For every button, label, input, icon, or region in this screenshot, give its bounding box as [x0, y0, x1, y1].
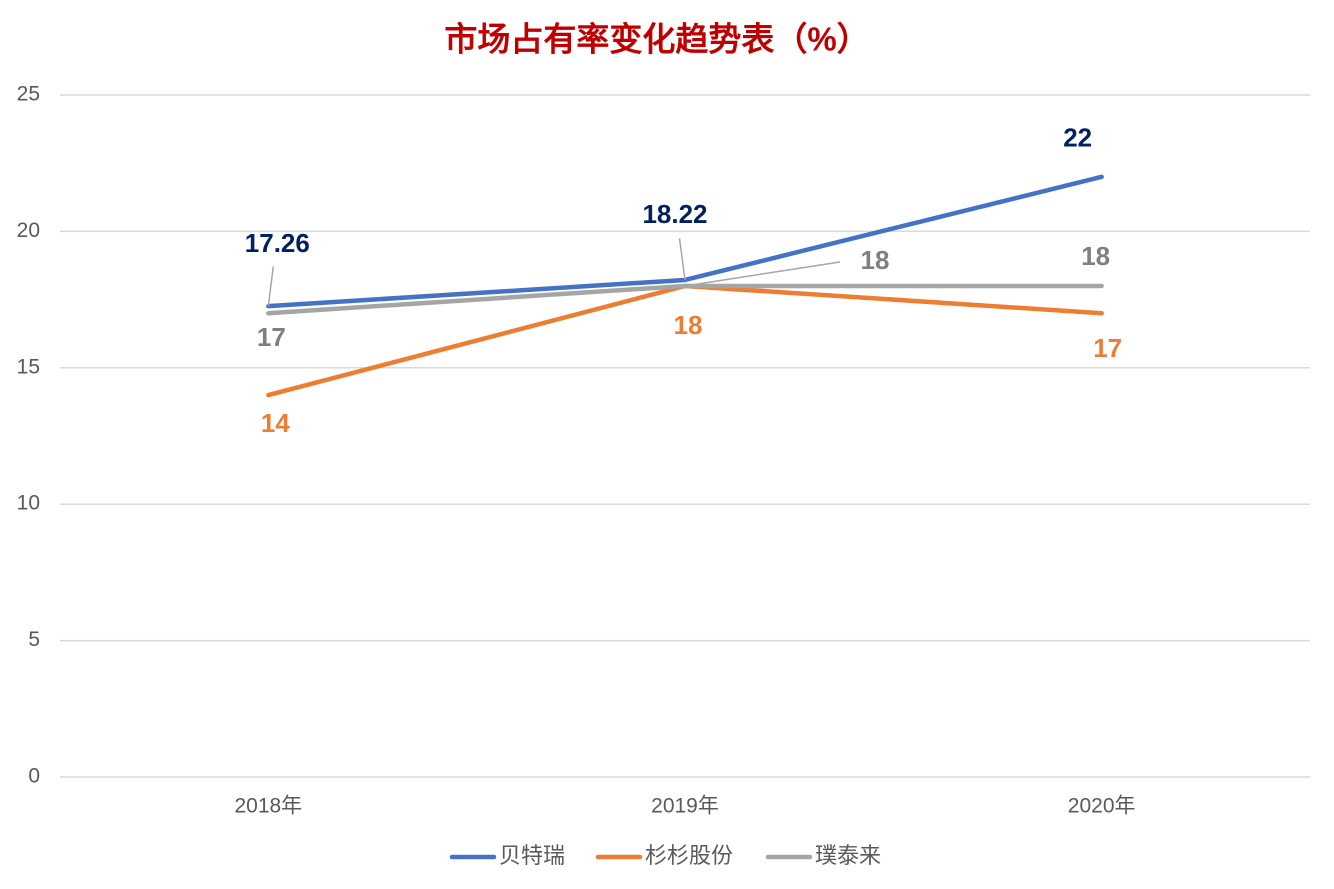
leader-line — [267, 266, 275, 307]
data-label: 17 — [257, 322, 286, 352]
x-tick-label: 2018年 — [234, 795, 302, 818]
data-label: 17 — [1093, 333, 1122, 363]
data-label: 14 — [261, 408, 290, 438]
leader-line — [684, 261, 841, 287]
y-tick-label: 25 — [17, 83, 40, 106]
x-tick-label: 2020年 — [1068, 795, 1136, 818]
data-label: 18.22 — [642, 199, 707, 229]
data-label: 18 — [1081, 241, 1110, 271]
series-line — [266, 283, 1104, 398]
data-label: 17.26 — [245, 228, 310, 258]
y-tick-label: 5 — [28, 628, 40, 651]
legend-label: 杉杉股份 — [645, 843, 733, 868]
legend-label: 贝特瑞 — [499, 843, 565, 868]
x-tick-label: 2019年 — [651, 795, 719, 818]
data-label: 18 — [674, 310, 703, 340]
chart-title: 市场占有率变化趋势表（%） — [444, 21, 869, 58]
y-tick-label: 10 — [17, 492, 40, 515]
y-tick-label: 15 — [17, 355, 40, 378]
y-tick-label: 20 — [17, 219, 40, 242]
data-label: 18 — [861, 245, 890, 275]
legend-label: 璞泰来 — [815, 843, 881, 868]
leader-line — [678, 238, 686, 281]
y-tick-label: 0 — [28, 765, 40, 788]
data-label: 22 — [1063, 123, 1092, 153]
